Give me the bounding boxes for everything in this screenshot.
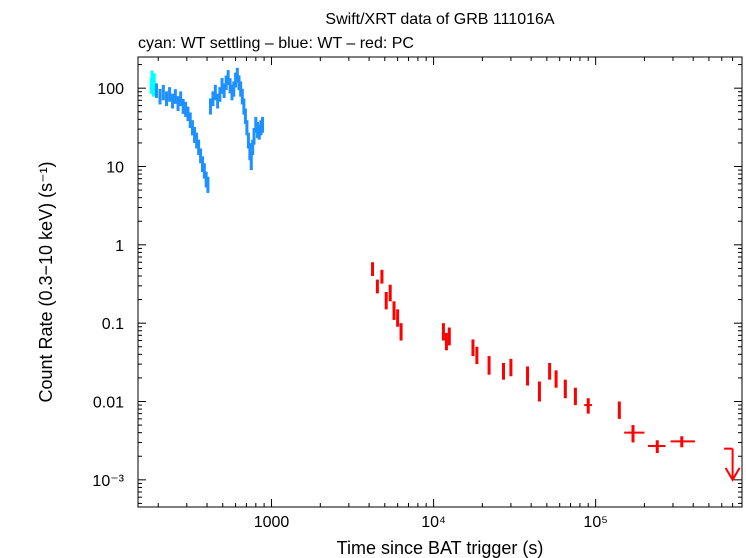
y-tick-label: 0.1 bbox=[102, 316, 124, 333]
chart-title: Swift/XRT data of GRB 111016A bbox=[325, 11, 554, 28]
y-tick-label: 100 bbox=[97, 81, 124, 98]
x-tick-label: 10⁴ bbox=[421, 514, 446, 531]
data-layer bbox=[149, 67, 741, 482]
x-axis-label: Time since BAT trigger (s) bbox=[337, 538, 544, 558]
x-tick-label: 1000 bbox=[254, 514, 290, 531]
y-tick-label: 10 bbox=[106, 160, 124, 177]
y-tick-label: 1 bbox=[115, 238, 124, 255]
plot-frame bbox=[137, 56, 743, 508]
y-tick-label: 10⁻³ bbox=[92, 473, 124, 490]
y-tick-label: 0.01 bbox=[93, 395, 124, 412]
chart-subtitle: cyan: WT settling – blue: WT – red: PC bbox=[138, 35, 414, 52]
axis-layer: 1000 10⁴ 10⁵ 100 10 1 0.1 0.01 10⁻³ bbox=[92, 57, 743, 531]
y-axis-label: Count Rate (0.3−10 keV) (s⁻¹) bbox=[36, 161, 56, 402]
upper-limit-arrow-head bbox=[724, 467, 741, 482]
x-tick-label: 10⁵ bbox=[583, 514, 607, 531]
